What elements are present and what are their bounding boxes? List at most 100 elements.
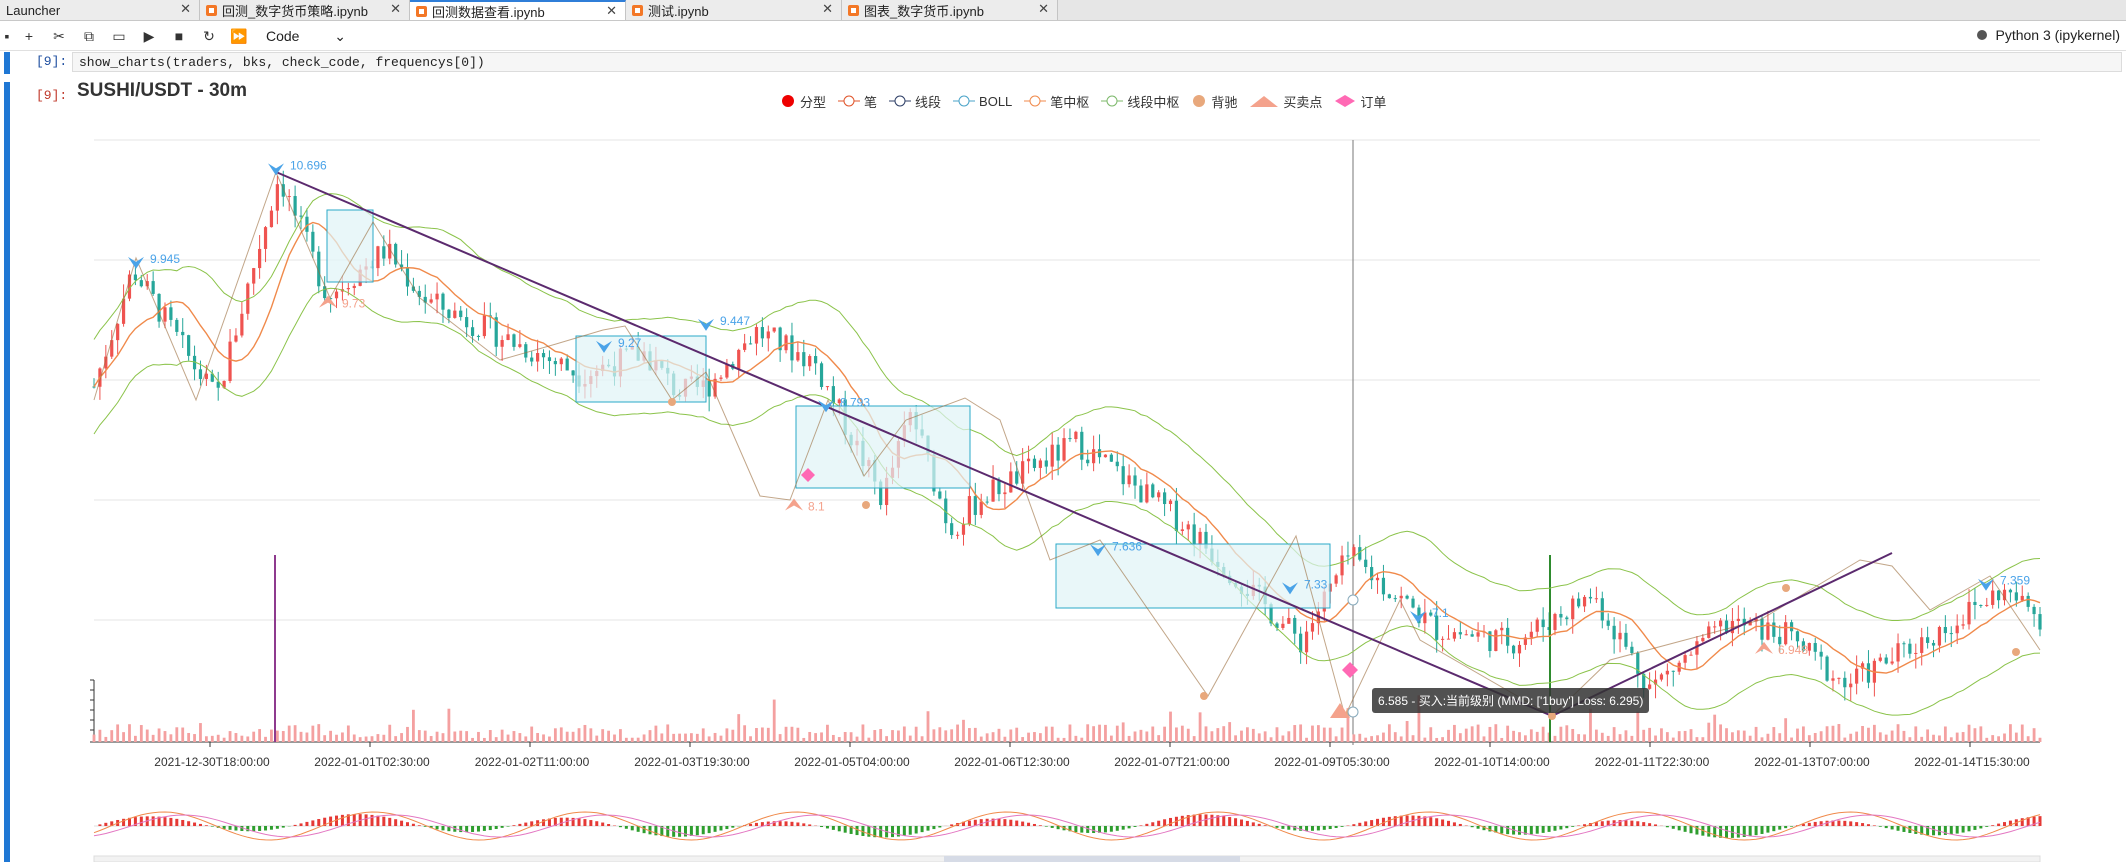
candle-body <box>500 339 504 347</box>
macd-bar <box>837 826 841 832</box>
candle-body <box>187 335 191 356</box>
close-icon[interactable]: ✕ <box>390 1 401 16</box>
add-cell-icon[interactable]: + <box>24 28 34 44</box>
zoom-handle <box>944 856 1240 862</box>
legend-item[interactable]: BOLL <box>953 94 1012 109</box>
macd-bar <box>2026 817 2030 826</box>
legend-item[interactable]: 线段 <box>889 92 941 111</box>
macd-bar <box>1328 826 1332 830</box>
divergence-dot <box>668 398 676 406</box>
volume-bar <box>1630 735 1634 742</box>
tab-notebook-4[interactable]: 图表_数字货币.ipynb ✕ <box>842 0 1058 20</box>
close-icon[interactable]: ✕ <box>822 1 833 16</box>
macd-bar <box>1092 826 1096 834</box>
volume-bar <box>1027 732 1030 742</box>
volume-bar <box>1671 737 1675 742</box>
volume-bar <box>1145 731 1149 742</box>
macd-bar <box>1204 814 1208 826</box>
candle-body <box>1878 657 1882 661</box>
candle-body <box>1470 634 1474 637</box>
volume-bar <box>973 727 977 742</box>
tab-notebook-1[interactable]: 回测_数字货币策略.ipynb ✕ <box>200 0 410 20</box>
tab-notebook-3[interactable]: 测试.ipynb ✕ <box>626 0 842 20</box>
volume-bar <box>134 735 137 742</box>
candle-body <box>1393 598 1397 600</box>
candle-body <box>559 358 563 365</box>
macd-bar <box>547 818 551 826</box>
macd-bar <box>1139 825 1143 826</box>
candle-body <box>1440 638 1445 640</box>
close-icon[interactable]: ✕ <box>180 1 191 16</box>
macd-bar <box>494 826 498 830</box>
legend-item[interactable]: 买卖点 <box>1249 92 1322 111</box>
legend-item[interactable]: 笔中枢 <box>1024 92 1089 111</box>
divergence-dot <box>1782 584 1790 592</box>
macd-bar <box>1316 826 1320 831</box>
candle-body <box>2020 595 2024 601</box>
top-fractal-marker <box>1282 582 1298 595</box>
run-icon[interactable]: ▶ <box>143 27 155 44</box>
cut-icon[interactable]: ✂ <box>53 27 65 44</box>
candle-body <box>1630 646 1634 654</box>
macd-bar <box>1358 822 1362 826</box>
macd-bar <box>1985 826 1989 827</box>
volume-bar <box>1855 731 1859 742</box>
debugger-icon[interactable] <box>1977 30 1988 40</box>
volume-bar <box>459 730 463 742</box>
volume-bar <box>932 729 936 742</box>
volume-bar <box>902 726 906 742</box>
candle-body <box>1304 631 1309 653</box>
volume-bar <box>512 731 516 742</box>
tab-launcher[interactable]: Launcher ✕ <box>0 0 200 20</box>
close-icon[interactable]: ✕ <box>606 3 617 18</box>
volume-bar <box>157 728 161 742</box>
top-fractal-marker <box>268 163 284 176</box>
volume-bar <box>175 727 179 742</box>
volume-bar <box>1961 732 1965 742</box>
cell-type-select[interactable]: Code ⌄ <box>266 28 346 45</box>
macd-bar <box>1305 826 1309 831</box>
legend-item[interactable]: 分型 <box>780 92 826 111</box>
divergence-dot <box>2012 648 2020 656</box>
volume-bar <box>358 737 362 742</box>
candle-body <box>1843 677 1847 688</box>
close-icon[interactable]: ✕ <box>1038 1 1049 16</box>
volume-bar <box>1618 734 1622 742</box>
restart-icon[interactable]: ↻ <box>203 27 215 44</box>
legend-item[interactable]: 笔 <box>838 92 877 111</box>
candle-body <box>157 293 161 322</box>
macd-bar <box>1760 826 1764 834</box>
volume-bar <box>962 719 965 742</box>
copy-icon[interactable]: ⧉ <box>84 27 94 44</box>
macd-bar <box>1281 826 1285 829</box>
boll-lower <box>93 287 2041 716</box>
code-input[interactable]: show_charts(traders, bks, check_code, fr… <box>72 52 2122 72</box>
macd-bar <box>707 826 711 834</box>
volume-bar <box>246 736 250 742</box>
volume-bar <box>2014 732 2018 742</box>
legend-item[interactable]: 订单 <box>1334 92 1386 111</box>
legend-item[interactable]: 线段中枢 <box>1101 92 1179 111</box>
candle-body <box>151 281 155 294</box>
legend-item[interactable]: 背驰 <box>1191 92 1237 111</box>
fractal-label: 10.696 <box>290 158 327 172</box>
volume-bar <box>494 737 498 742</box>
volume-bar <box>1038 733 1042 742</box>
candle-body <box>1837 677 1841 679</box>
volume-bar <box>1044 726 1048 742</box>
candle-body <box>169 307 173 320</box>
candle-body <box>879 481 883 506</box>
macd-bar <box>299 823 303 826</box>
candle-body <box>837 399 841 404</box>
volume-bar <box>1080 737 1084 742</box>
stop-icon[interactable]: ■ <box>174 28 184 44</box>
save-icon[interactable]: ▪ <box>4 28 10 44</box>
macd-bar <box>1772 826 1776 832</box>
fast-forward-icon[interactable]: ⏩ <box>230 27 248 44</box>
macd-bar <box>772 821 776 826</box>
macd-bar <box>246 826 250 832</box>
kernel-status[interactable]: Python 3 (ipykernel) <box>1977 27 2120 43</box>
paste-icon[interactable]: ▭ <box>112 27 126 44</box>
tab-notebook-2[interactable]: 回测数据查看.ipynb ✕ <box>410 0 626 20</box>
